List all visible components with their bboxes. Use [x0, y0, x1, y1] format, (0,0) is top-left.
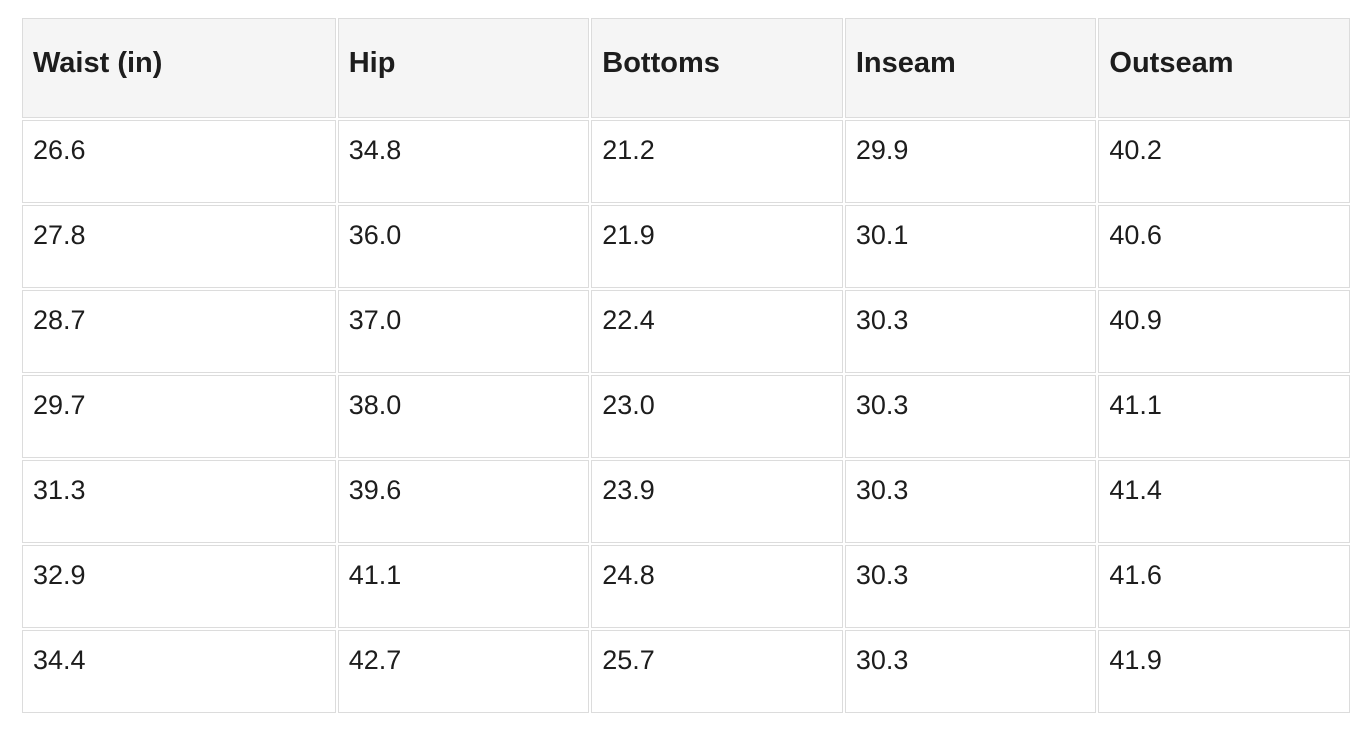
table-cell: 41.1: [1098, 375, 1350, 458]
table-cell: 41.4: [1098, 460, 1350, 543]
table-cell: 30.3: [844, 460, 1097, 543]
table-cell: 26.6: [22, 120, 336, 203]
table-cell: 31.3: [22, 460, 336, 543]
table-row: 26.6 34.8 21.2 29.9 40.2: [22, 120, 1350, 203]
table-cell: 30.3: [844, 290, 1097, 373]
table-cell: 40.2: [1098, 120, 1350, 203]
size-chart-table: Waist (in) Hip Bottoms Inseam Outseam 26.6 34…: [20, 16, 1352, 715]
table-cell: 37.0: [337, 290, 590, 373]
table-cell: 40.9: [1098, 290, 1350, 373]
table-row: 32.9 41.1 24.8 30.3 41.6: [22, 545, 1350, 628]
table-cell: 29.9: [844, 120, 1097, 203]
table-cell: 34.8: [337, 120, 590, 203]
table-header: Waist (in) Hip Bottoms Inseam Outseam: [22, 18, 1350, 118]
header-row: Waist (in) Hip Bottoms Inseam Outseam: [22, 18, 1350, 118]
table-cell: 40.6: [1098, 205, 1350, 288]
column-header: Waist (in): [22, 18, 336, 118]
column-header: Hip: [337, 18, 590, 118]
table-cell: 22.4: [591, 290, 843, 373]
table-cell: 36.0: [337, 205, 590, 288]
table-cell: 29.7: [22, 375, 336, 458]
table-cell: 30.1: [844, 205, 1097, 288]
table-cell: 38.0: [337, 375, 590, 458]
table-cell: 41.1: [337, 545, 590, 628]
table-cell: 25.7: [591, 630, 843, 713]
table-cell: 30.3: [844, 375, 1097, 458]
table-cell: 23.0: [591, 375, 843, 458]
column-header: Outseam: [1098, 18, 1350, 118]
table-cell: 30.3: [844, 630, 1097, 713]
table-cell: 41.9: [1098, 630, 1350, 713]
table-cell: 23.9: [591, 460, 843, 543]
table-cell: 28.7: [22, 290, 336, 373]
table-cell: 21.2: [591, 120, 843, 203]
table-cell: 41.6: [1098, 545, 1350, 628]
column-header: Bottoms: [591, 18, 843, 118]
table-body: 26.6 34.8 21.2 29.9 40.2 27.8 36.0 21.9 30.1 40.6…: [22, 120, 1350, 713]
table-row: 27.8 36.0 21.9 30.1 40.6: [22, 205, 1350, 288]
column-header: Inseam: [844, 18, 1097, 118]
table-cell: 34.4: [22, 630, 336, 713]
table-row: 28.7 37.0 22.4 30.3 40.9: [22, 290, 1350, 373]
table-cell: 42.7: [337, 630, 590, 713]
table-cell: 39.6: [337, 460, 590, 543]
table-row: 29.7 38.0 23.0 30.3 41.1: [22, 375, 1350, 458]
table-cell: 21.9: [591, 205, 843, 288]
table-cell: 30.3: [844, 545, 1097, 628]
table-cell: 27.8: [22, 205, 336, 288]
table-row: 34.4 42.7 25.7 30.3 41.9: [22, 630, 1350, 713]
table-row: 31.3 39.6 23.9 30.3 41.4: [22, 460, 1350, 543]
table-cell: 24.8: [591, 545, 843, 628]
table-cell: 32.9: [22, 545, 336, 628]
